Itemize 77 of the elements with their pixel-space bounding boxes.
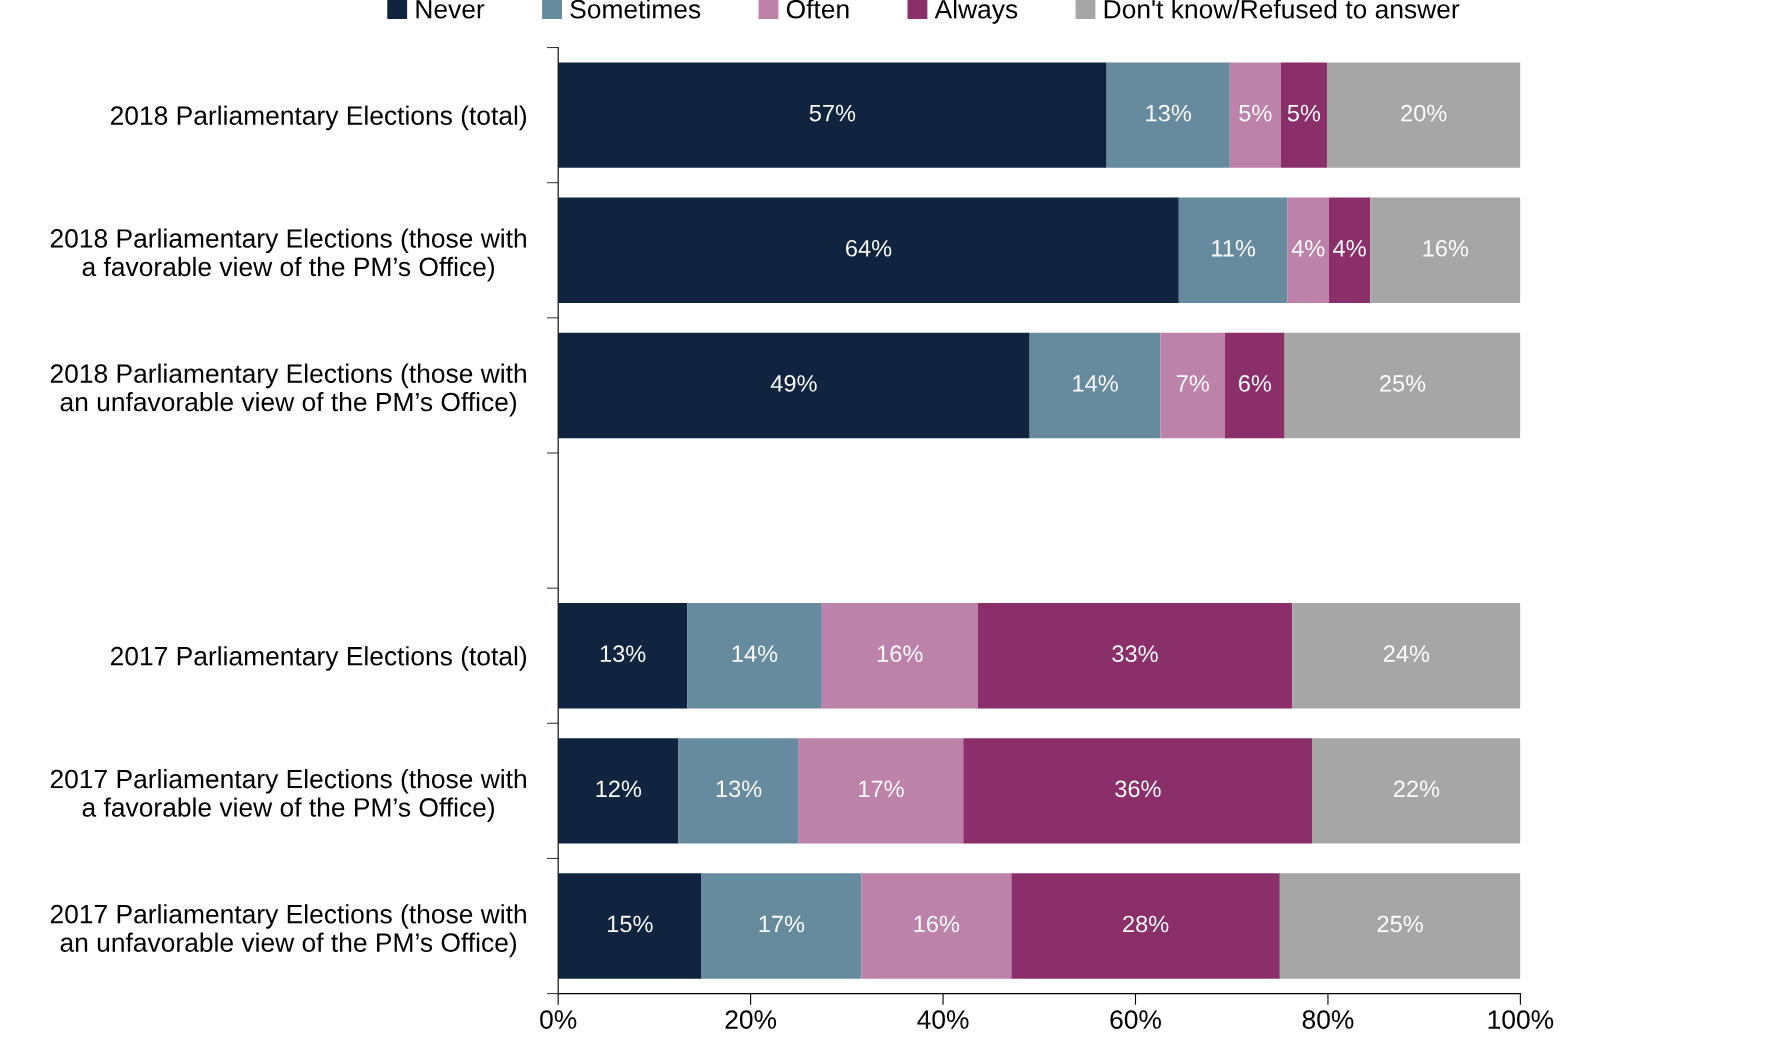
y-tick-label: 2017 Parliamentary Elections (total) [110,646,527,671]
data-label: 12% [596,780,642,798]
bar [1326,62,1521,168]
bar [1029,332,1161,439]
bar [1312,738,1521,844]
data-label: 14% [732,645,778,662]
bar [1370,197,1521,303]
x-tick-label: 100% [1488,1010,1554,1029]
bar [558,332,1030,439]
data-label: 7% [1176,375,1209,392]
data-label: 4% [1333,240,1366,257]
legend-label: Sometimes [570,0,701,19]
data-label: 33% [1112,645,1158,663]
bar [678,738,799,844]
bar [798,738,964,844]
bar [558,873,702,979]
data-label: 22% [1394,780,1440,798]
data-label: 25% [1380,375,1426,392]
data-label: 25% [1377,915,1423,933]
legend-label: Don't know/Refused to answer [1104,0,1460,19]
bar [1224,332,1285,439]
bar [1229,62,1281,168]
bar [1284,332,1521,439]
y-tick-label: 2018 Parliamentary Elections (those with a favorable view of the PM’s Office) [50,228,526,282]
bar [977,603,1293,709]
data-label: 5% [1239,104,1272,122]
data-label: 13% [716,780,762,798]
bar [558,738,679,844]
bar [821,603,978,709]
data-label: 11% [1212,240,1256,257]
data-label: 28% [1123,915,1169,933]
data-label: 57% [809,104,856,122]
data-label: 4% [1291,240,1325,257]
y-tick-label: 2018 Parliamentary Elections (those with an unfavorable view of the PM’s Office) [50,363,526,417]
x-tick-label: 60% [1110,1010,1161,1029]
data-label: 49% [770,375,817,392]
bar [701,873,862,979]
bar [1106,62,1230,168]
data-label: 17% [759,915,805,933]
bar [687,603,822,709]
bar [1160,332,1225,439]
bar [1292,603,1521,709]
legend-label: Often [786,0,849,19]
bar [1287,197,1329,303]
data-label: 20% [1401,104,1447,122]
y-tick-label: 2018 Parliamentary Elections (total) [110,105,527,131]
data-label: 17% [859,780,904,798]
y-tick-label: 2017 Parliamentary Elections (those with a favorable view of the PM’s Office) [50,769,526,823]
data-label: 13% [600,645,646,663]
bar [558,197,1179,303]
bar [1328,197,1371,303]
x-tick-label: 40% [917,1010,969,1029]
legend-label: Never [416,0,485,19]
y-tick-label: 2017 Parliamentary Elections (those with an unfavorable view of the PM’s Office) [50,904,526,958]
bar [1280,62,1327,168]
data-label: 36% [1115,780,1161,798]
data-label: 16% [877,645,923,663]
data-label: 5% [1287,104,1321,122]
bar [1279,873,1521,979]
bar [1178,197,1288,303]
x-tick-label: 0% [540,1010,577,1029]
x-tick-label: 20% [725,1010,777,1029]
legend-label: Always [934,0,1018,24]
data-label: 13% [1146,104,1191,122]
data-label: 6% [1238,375,1272,392]
data-label: 15% [608,915,653,933]
data-label: 64% [846,239,892,257]
bar [558,62,1107,168]
bar [963,738,1313,844]
bar [558,603,688,709]
data-label: 14% [1073,375,1118,392]
bar [1011,873,1280,979]
x-tick-label: 80% [1302,1010,1354,1029]
data-label: 24% [1383,645,1430,662]
data-label: 16% [914,915,960,933]
data-label: 16% [1423,239,1469,257]
bar [861,873,1012,979]
